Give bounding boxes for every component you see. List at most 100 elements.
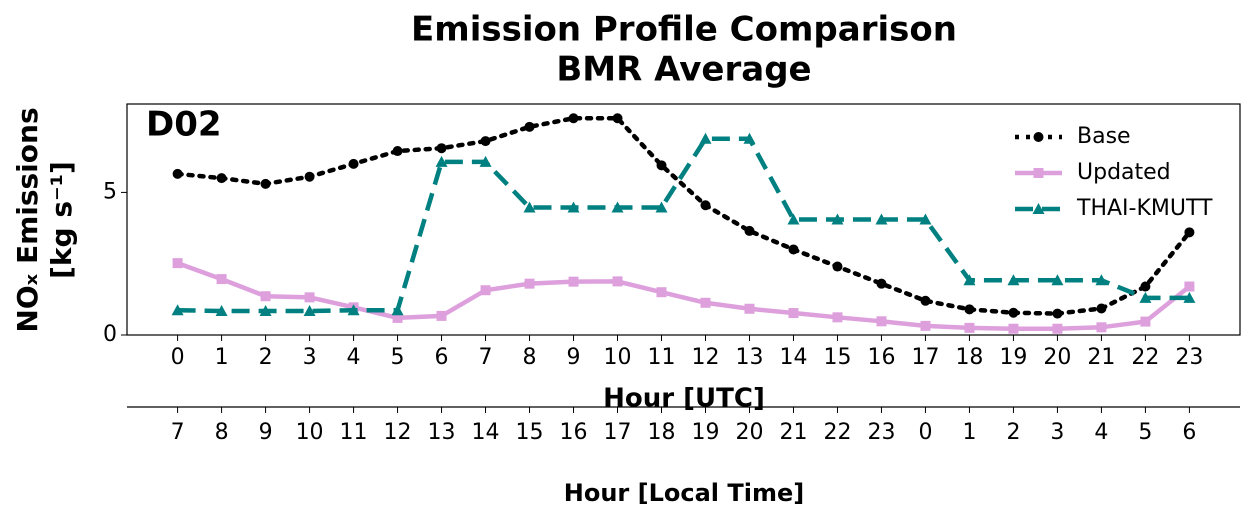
x-tick-label: 4 <box>347 345 361 370</box>
marker <box>1095 274 1108 286</box>
x-tick-label: 3 <box>303 345 317 370</box>
marker <box>656 287 667 298</box>
x-tick-label: 11 <box>648 345 676 370</box>
x-tick-label: 13 <box>735 345 763 370</box>
x-tick-label: 21 <box>1087 345 1115 370</box>
x2-tick-label: 10 <box>296 420 324 445</box>
marker <box>832 312 843 323</box>
marker <box>964 322 975 333</box>
x-tick-label: 6 <box>435 345 449 370</box>
legend-label: Base <box>1077 124 1131 149</box>
marker <box>876 316 887 327</box>
marker <box>744 303 755 314</box>
x-tick-label: 14 <box>779 345 807 370</box>
x2-tick-label: 23 <box>867 420 895 445</box>
marker <box>172 258 183 269</box>
marker <box>1008 323 1019 334</box>
marker <box>919 213 932 225</box>
marker <box>348 158 359 169</box>
y-axis-label: [kg s⁻¹] <box>45 161 78 279</box>
marker <box>1096 303 1107 314</box>
x2-tick-label: 9 <box>259 420 273 445</box>
legend-label: THAI-KMUTT <box>1076 196 1213 221</box>
marker <box>304 292 315 303</box>
legend-label: Updated <box>1077 160 1171 185</box>
marker <box>392 146 403 157</box>
marker <box>436 143 447 154</box>
y-tick-label: 5 <box>103 179 117 204</box>
chart-title: Emission Profile Comparison <box>411 10 957 50</box>
x-axis-label: Hour [UTC] <box>603 384 765 414</box>
marker <box>392 312 403 323</box>
marker <box>524 278 535 289</box>
annotation: D02 <box>146 105 222 145</box>
marker <box>1032 203 1045 214</box>
marker <box>1007 274 1020 286</box>
marker <box>656 160 667 171</box>
marker <box>1139 291 1152 303</box>
y-tick-label: 0 <box>103 322 117 347</box>
marker <box>832 261 843 272</box>
marker <box>876 278 887 289</box>
series-line <box>175 116 1192 316</box>
x-tick-label: 23 <box>1175 345 1203 370</box>
x-tick-label: 8 <box>523 345 537 370</box>
x2-tick-label: 19 <box>691 420 719 445</box>
marker <box>612 113 623 124</box>
marker <box>304 171 315 182</box>
marker <box>964 304 975 315</box>
plot-frame <box>126 103 1241 336</box>
x-tick-label: 19 <box>999 345 1027 370</box>
marker <box>480 136 491 147</box>
x2-tick-label: 4 <box>1094 420 1108 445</box>
x2-tick-label: 3 <box>1050 420 1064 445</box>
marker <box>391 304 404 316</box>
x2-tick-label: 17 <box>604 420 632 445</box>
marker <box>1033 132 1044 142</box>
marker <box>1033 168 1044 178</box>
x-tick-label: 9 <box>567 345 581 370</box>
marker <box>347 304 360 316</box>
marker <box>831 213 844 225</box>
marker <box>744 225 755 236</box>
marker <box>1096 322 1107 333</box>
marker <box>303 305 316 317</box>
x2-tick-label: 5 <box>1138 420 1152 445</box>
x2-tick-label: 18 <box>648 420 676 445</box>
x2-axis-label: Hour [Local Time] <box>564 479 804 506</box>
x-tick-label: 10 <box>604 345 632 370</box>
marker <box>171 304 184 316</box>
x2-tick-label: 11 <box>340 420 368 445</box>
marker <box>1184 227 1195 238</box>
marker <box>524 121 535 132</box>
chart-subtitle: BMR Average <box>556 50 811 90</box>
series-line <box>176 261 1191 331</box>
marker <box>567 201 580 213</box>
marker <box>743 132 756 144</box>
x2-tick-label: 22 <box>823 420 851 445</box>
marker <box>1052 323 1063 334</box>
x2-tick-label: 12 <box>384 420 412 445</box>
marker <box>920 295 931 306</box>
marker <box>920 320 931 331</box>
marker <box>215 305 228 317</box>
x-tick-label: 22 <box>1131 345 1159 370</box>
x2-tick-label: 6 <box>1182 420 1196 445</box>
x-tick-label: 20 <box>1043 345 1071 370</box>
marker <box>172 168 183 179</box>
x-tick-label: 0 <box>171 345 185 370</box>
x2-tick-label: 2 <box>1006 420 1020 445</box>
marker <box>788 308 799 319</box>
marker <box>259 305 272 317</box>
marker <box>1008 307 1019 318</box>
x-tick-label: 5 <box>391 345 405 370</box>
marker <box>875 213 888 225</box>
marker <box>787 213 800 225</box>
x2-tick-label: 14 <box>472 420 500 445</box>
x-tick-label: 15 <box>823 345 851 370</box>
marker <box>963 274 976 286</box>
x2-tick-label: 21 <box>779 420 807 445</box>
marker <box>568 276 579 287</box>
marker <box>1052 308 1063 319</box>
